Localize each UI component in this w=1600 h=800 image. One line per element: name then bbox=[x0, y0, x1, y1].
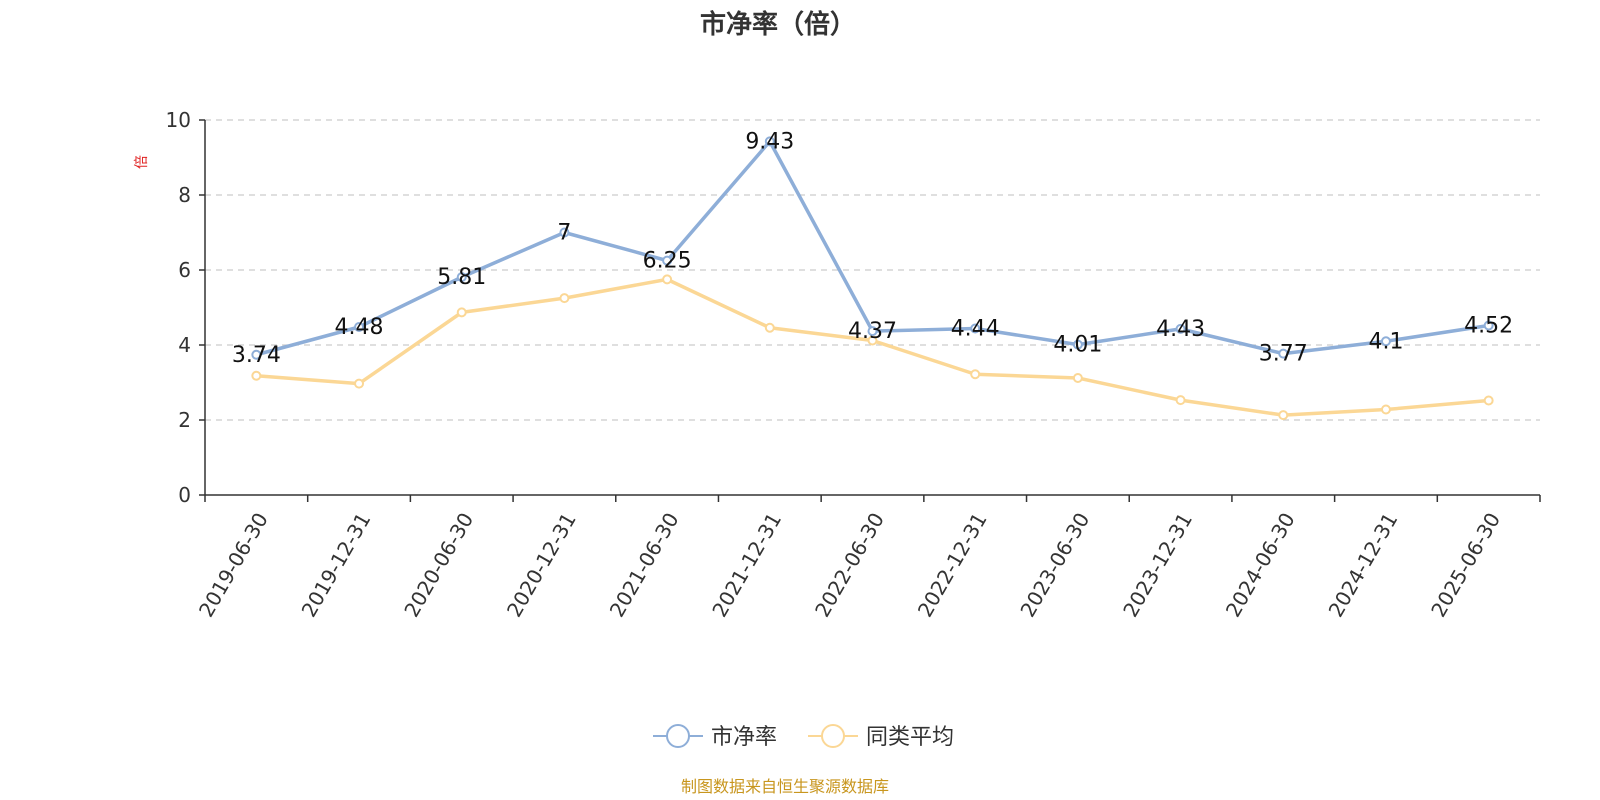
data-label: 4.01 bbox=[1053, 333, 1102, 358]
data-point bbox=[354, 378, 365, 389]
y-axis-unit: 倍 bbox=[134, 155, 150, 169]
x-tick-label: 2024-12-31 bbox=[1324, 509, 1403, 622]
x-tick-label: 2020-12-31 bbox=[502, 509, 581, 622]
gridlines bbox=[205, 119, 1540, 421]
data-point bbox=[867, 326, 878, 337]
y-tick-label: 0 bbox=[178, 483, 191, 507]
data-labels: 3.74 4.48 5.81 7 6.25 9.43 4.37 4.44 4.01 4.43 3.7… bbox=[232, 129, 1513, 367]
series-layer bbox=[251, 136, 1494, 421]
legend[interactable]: 市净率 同类平均 bbox=[653, 724, 954, 750]
x-tick-label: 2023-06-30 bbox=[1015, 509, 1094, 622]
data-point bbox=[1072, 373, 1083, 383]
data-point bbox=[1483, 395, 1494, 406]
data-point bbox=[1380, 336, 1391, 347]
data-point bbox=[456, 307, 467, 318]
data-point bbox=[559, 293, 570, 304]
source-note: 制图数据来自恒生聚源数据库 bbox=[681, 777, 889, 796]
x-tick-label: 2023-12-31 bbox=[1118, 509, 1197, 622]
axes: 0 2 4 6 8 10 2019-06-30 2019-12-31 2020-06-30 202… bbox=[166, 108, 1541, 622]
data-point bbox=[1175, 323, 1186, 334]
data-label: 4.1 bbox=[1368, 329, 1403, 354]
legend-label: 同类平均 bbox=[866, 725, 954, 750]
y-tick-label: 8 bbox=[178, 183, 191, 207]
data-point bbox=[970, 369, 981, 380]
y-tick-label: 6 bbox=[178, 258, 191, 282]
y-tick-label: 4 bbox=[178, 333, 191, 357]
x-tick-label: 2019-06-30 bbox=[194, 509, 273, 622]
x-tick-label: 2021-12-31 bbox=[707, 509, 786, 622]
data-point bbox=[867, 335, 878, 346]
y-tick-label: 10 bbox=[166, 108, 191, 132]
x-tick-label: 2022-12-31 bbox=[913, 509, 992, 622]
data-point bbox=[1072, 339, 1083, 350]
x-tick-label: 2024-06-30 bbox=[1221, 509, 1300, 622]
data-label: 6.25 bbox=[643, 249, 692, 274]
data-label: 4.37 bbox=[848, 319, 897, 344]
data-point bbox=[662, 274, 673, 285]
data-label: 4.43 bbox=[1156, 317, 1205, 342]
data-point bbox=[251, 349, 262, 360]
data-point bbox=[456, 272, 467, 283]
data-point bbox=[764, 322, 775, 333]
data-point bbox=[764, 136, 775, 147]
data-point bbox=[1278, 410, 1289, 421]
data-label: 4.48 bbox=[335, 315, 384, 340]
x-tick-label: 2019-12-31 bbox=[297, 509, 376, 622]
data-point bbox=[1483, 320, 1494, 331]
data-label: 3.77 bbox=[1259, 342, 1308, 367]
data-point bbox=[1380, 404, 1391, 415]
chart-title: 市净率（倍） bbox=[700, 9, 856, 40]
legend-marker bbox=[821, 724, 845, 748]
data-point bbox=[970, 323, 981, 334]
data-point bbox=[251, 370, 262, 381]
data-label: 4.52 bbox=[1464, 314, 1513, 339]
x-tick-label: 2022-06-30 bbox=[810, 509, 889, 622]
data-point bbox=[1175, 395, 1186, 406]
x-tick-label: 2025-06-30 bbox=[1426, 509, 1505, 622]
data-label: 7 bbox=[557, 221, 571, 246]
data-label: 9.43 bbox=[745, 129, 794, 154]
data-point bbox=[354, 322, 365, 332]
data-point bbox=[559, 227, 570, 238]
y-tick-label: 2 bbox=[178, 408, 191, 432]
legend-marker bbox=[666, 724, 690, 748]
data-label: 5.81 bbox=[437, 265, 486, 290]
legend-label: 市净率 bbox=[711, 725, 777, 750]
data-point bbox=[662, 255, 673, 266]
x-tick-label: 2021-06-30 bbox=[605, 509, 684, 622]
data-label: 4.44 bbox=[951, 317, 1000, 342]
data-label: 3.74 bbox=[232, 343, 281, 368]
x-tick-label: 2020-06-30 bbox=[399, 509, 478, 622]
data-point bbox=[1278, 348, 1289, 359]
